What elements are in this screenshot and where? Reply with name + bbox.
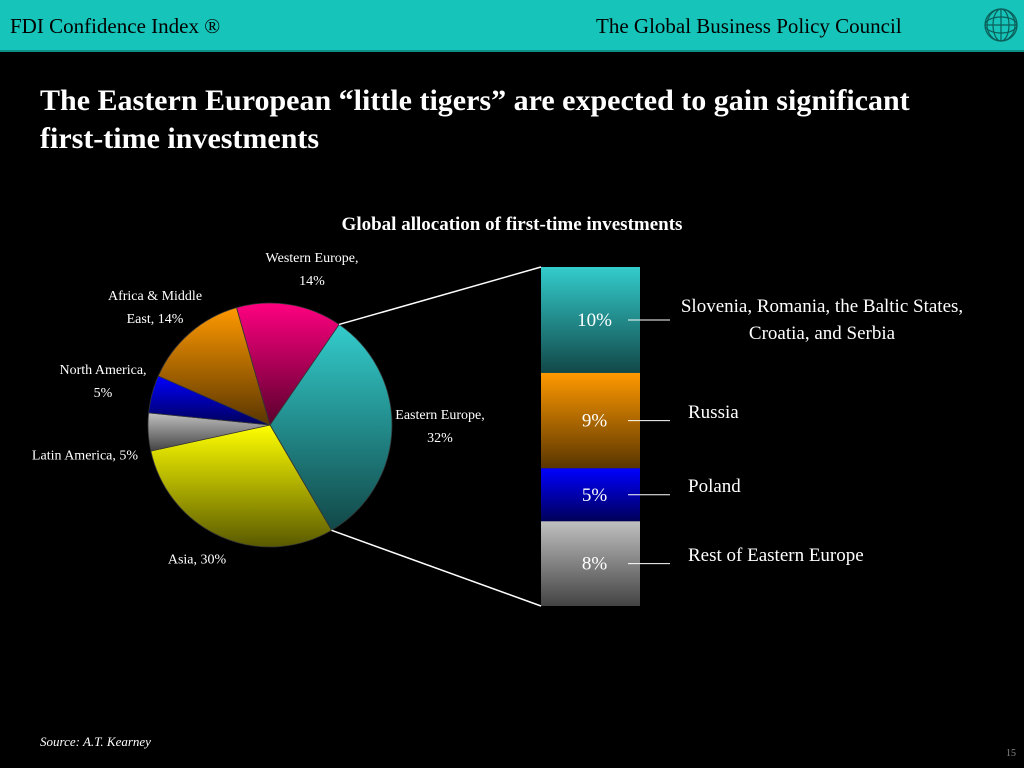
bar-label: Russia bbox=[688, 401, 739, 423]
bar-segment bbox=[541, 521, 640, 606]
pie-label: North America, 5% bbox=[59, 363, 147, 401]
connector-line bbox=[338, 266, 542, 326]
bar-segment bbox=[541, 468, 640, 522]
value-label: 10% bbox=[577, 310, 612, 331]
bar-label: Slovenia, Romania, the Baltic States, Cr… bbox=[680, 295, 964, 344]
pie-label: Eastern Europe, 32% bbox=[395, 408, 485, 446]
value-label: 8% bbox=[582, 554, 608, 575]
pie-slice bbox=[236, 302, 340, 426]
page-number: 15 bbox=[1006, 748, 1016, 759]
header-right: The Global Business Policy Council bbox=[596, 14, 902, 38]
source: Source: A.T. Kearney bbox=[40, 734, 151, 749]
value-label: 9% bbox=[582, 411, 608, 432]
logo bbox=[984, 8, 1018, 42]
pie-label: Western Europe, 14% bbox=[265, 251, 359, 289]
value-label: 5% bbox=[582, 485, 608, 506]
chart-title: Global allocation of first-time investme… bbox=[341, 214, 683, 235]
pie-slice bbox=[150, 424, 333, 548]
header-bar: FDI Confidence Index ® The Global Busine… bbox=[0, 0, 1024, 52]
bar-segment bbox=[541, 372, 640, 469]
bar-label: Rest of Eastern Europe bbox=[688, 544, 864, 566]
pie-slice bbox=[269, 323, 393, 531]
slide-title: The Eastern European “little tigers” are… bbox=[40, 84, 910, 155]
connector-line bbox=[331, 529, 542, 607]
pie-slice bbox=[157, 307, 271, 426]
bar-label: Poland bbox=[688, 475, 741, 497]
pie-label: Asia, 30% bbox=[167, 552, 227, 568]
pie-label: Africa & Middle East, 14% bbox=[107, 289, 203, 327]
pie-label: Latin America, 5% bbox=[31, 448, 139, 464]
header-left: FDI Confidence Index ® bbox=[10, 14, 221, 38]
bar-segment bbox=[541, 267, 640, 373]
